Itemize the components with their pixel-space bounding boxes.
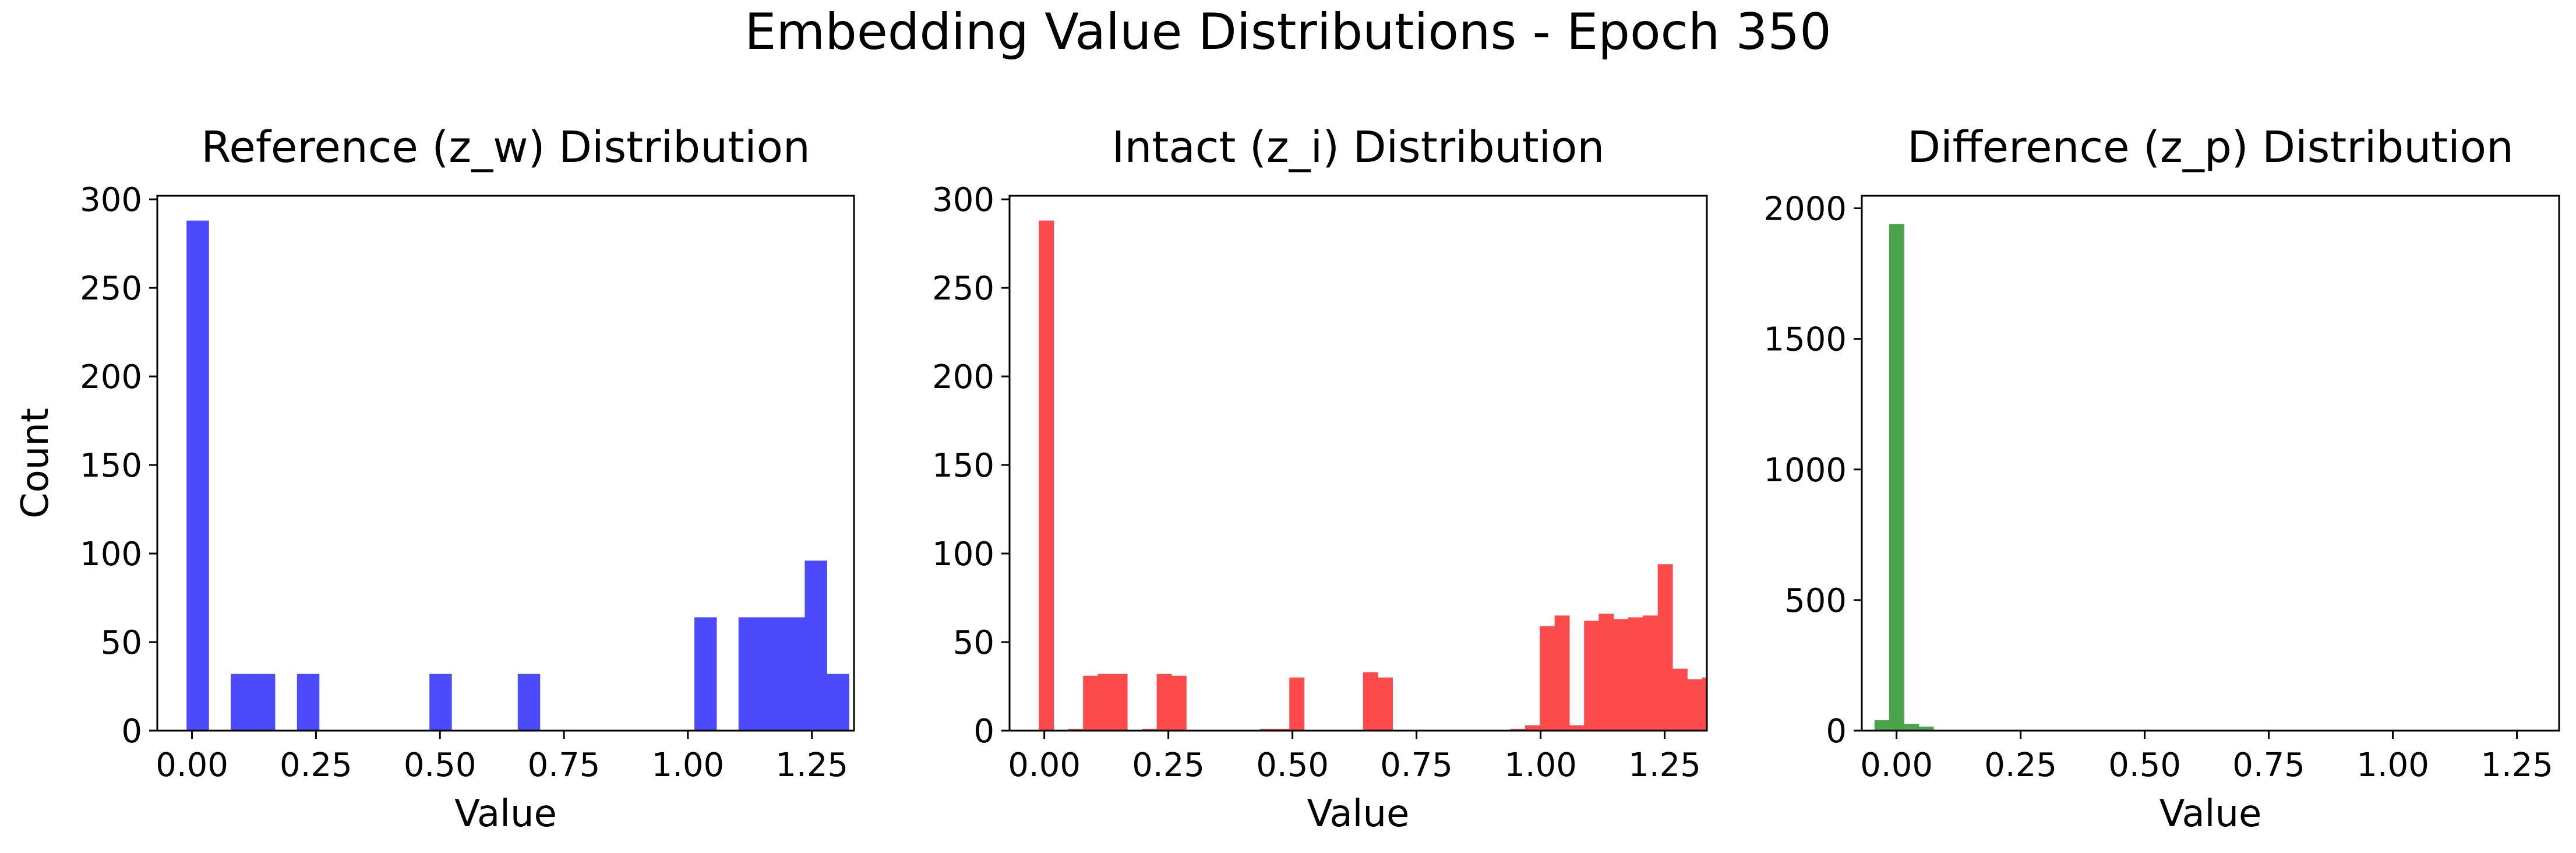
histogram-bar-14	[1510, 728, 1526, 731]
x-tick-label: 1.00	[2356, 746, 2429, 784]
histogram-bar-8	[1171, 675, 1187, 731]
histogram-bar-22	[1628, 617, 1643, 731]
histogram-bar-5	[1112, 674, 1128, 731]
subplot-title: Intact (z_i) Distribution	[1112, 122, 1605, 172]
x-tick-label: 0.50	[1256, 746, 1329, 784]
histogram-bar-6	[1142, 728, 1158, 731]
histogram-bar-7	[1156, 674, 1172, 731]
y-tick-label: 100	[932, 535, 994, 573]
subplot-2: 0.00 0.25 0.50 0.75 1.00 1.25 0 50 100 150 200 250 3…	[932, 122, 1708, 836]
x-tick-label: 0.00	[1860, 746, 1933, 784]
x-tick-label: 1.00	[1504, 746, 1577, 784]
histogram-bar-11	[804, 561, 827, 731]
histogram-bars	[1874, 224, 1964, 731]
x-tick-label: 1.00	[651, 746, 724, 784]
y-axis-label: Count	[14, 408, 57, 519]
histogram-bar-23	[1643, 615, 1658, 731]
histogram-bar-17	[1554, 615, 1570, 731]
y-tick-label: 200	[80, 358, 142, 396]
subplot-3: 0.00 0.25 0.50 0.75 1.00 1.25 0 500 1000 1500 2000…	[1763, 122, 2560, 836]
x-axis-label: Value	[2159, 792, 2262, 836]
histogram-bar-12	[1363, 672, 1378, 731]
x-tick-label: 0.25	[1132, 746, 1205, 784]
histogram-bar-4	[297, 674, 320, 731]
histogram-bar-5	[429, 674, 452, 731]
histogram-bar-10	[782, 617, 806, 731]
histogram-bar-7	[694, 617, 717, 731]
histogram-bar-27	[1702, 677, 1707, 731]
histogram-bar-15	[1525, 725, 1540, 731]
histogram-bar-4	[1918, 727, 1934, 731]
axes-frame	[1861, 195, 2560, 732]
y-tick-label: 500	[1784, 582, 1847, 620]
histogram-bar-11	[1289, 677, 1305, 731]
x-tick-label: 0.75	[528, 746, 601, 784]
histogram-bar-3	[252, 674, 276, 731]
subplot-1: 0.00 0.25 0.50 0.75 1.00 1.25 0 50 100 150 200 250 3…	[14, 122, 855, 836]
histogram-bar-4	[1098, 674, 1113, 731]
histogram-bar-18	[1569, 725, 1585, 731]
x-tick-label: 0.00	[156, 746, 228, 784]
y-tick-label: 100	[80, 535, 142, 573]
y-tick-label: 300	[932, 181, 994, 219]
histogram-bar-9	[1259, 728, 1275, 731]
y-tick-label: 150	[932, 447, 994, 485]
histogram-bar-24	[1657, 564, 1673, 731]
y-tick-label: 250	[932, 270, 994, 308]
y-tick-label: 200	[932, 358, 994, 396]
x-axis-label: Value	[454, 792, 557, 836]
histogram-bar-2	[231, 674, 253, 731]
x-tick-label: 0.75	[2232, 746, 2305, 784]
x-tick-label: 0.25	[1984, 746, 2057, 784]
figure-suptitle: Embedding Value Distributions - Epoch 35…	[744, 3, 1832, 61]
histogram-bar-16	[1540, 626, 1555, 731]
histogram-bar-8	[738, 617, 761, 731]
histogram-bar-21	[1613, 619, 1629, 731]
x-tick-label: 0.50	[404, 746, 477, 784]
x-tick-label: 1.25	[2480, 746, 2553, 784]
y-tick-label: 300	[80, 181, 142, 219]
histogram-bar-19	[1584, 621, 1600, 731]
histogram-bar-13	[1378, 677, 1393, 731]
y-tick-label: 0	[121, 713, 142, 750]
histogram-bars	[1039, 220, 1707, 731]
y-tick-label: 50	[101, 624, 142, 662]
histogram-bars	[186, 220, 849, 731]
axes-frame	[1008, 195, 1708, 732]
axes-frame	[156, 195, 855, 732]
y-tick-label: 150	[80, 447, 142, 485]
y-tick-label: 2000	[1763, 191, 1847, 228]
histogram-bar-3	[1904, 724, 1919, 731]
histogram-bar-1	[186, 220, 209, 731]
subplot-title: Reference (z_w) Distribution	[201, 122, 810, 172]
histogram-bar-10	[1275, 728, 1290, 731]
x-tick-label: 0.50	[2108, 746, 2181, 784]
y-tick-label: 1500	[1763, 321, 1847, 359]
x-tick-label: 1.25	[775, 746, 848, 784]
histogram-bar-3	[1083, 675, 1099, 731]
x-tick-label: 0.75	[1380, 746, 1453, 784]
y-tick-label: 1000	[1763, 452, 1847, 489]
x-axis-label: Value	[1307, 792, 1410, 836]
histogram-bar-25	[1672, 668, 1688, 731]
histogram-bar-6	[517, 674, 541, 731]
histogram-bar-2	[1068, 728, 1084, 731]
histogram-bar-12	[827, 674, 849, 731]
y-tick-label: 250	[80, 270, 142, 308]
histogram-bar-1	[1874, 720, 1890, 731]
x-tick-label: 0.25	[280, 746, 352, 784]
y-tick-label: 0	[973, 713, 994, 750]
histogram-bar-2	[1889, 224, 1904, 731]
x-tick-label: 0.00	[1008, 746, 1081, 784]
histogram-bar-26	[1687, 679, 1703, 731]
y-tick-label: 0	[1826, 713, 1847, 750]
histogram-bar-20	[1598, 614, 1614, 731]
subplot-title: Difference (z_p) Distribution	[1907, 122, 2514, 172]
histogram-bar-9	[760, 617, 784, 731]
y-tick-label: 50	[953, 624, 994, 662]
x-tick-label: 1.25	[1628, 746, 1701, 784]
histogram-bar-1	[1039, 220, 1054, 731]
